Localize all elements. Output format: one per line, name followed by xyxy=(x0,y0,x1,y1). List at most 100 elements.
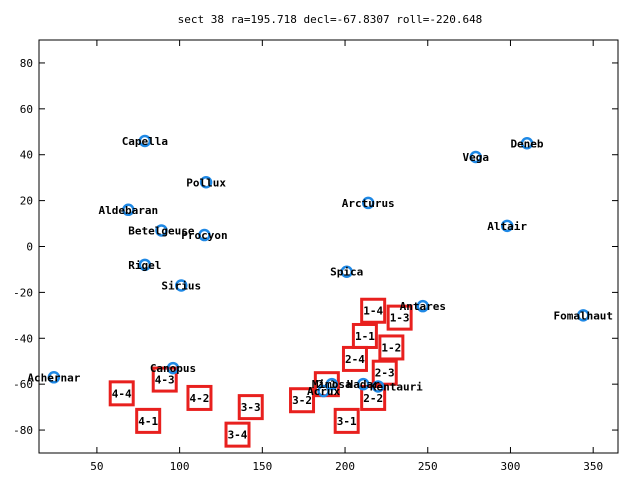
x-tick-label: 300 xyxy=(501,460,521,473)
star-label: Sirius xyxy=(161,280,201,293)
star-point xyxy=(469,150,482,164)
sector-rect xyxy=(378,334,405,361)
star-point xyxy=(317,384,330,398)
y-tick-label: -80 xyxy=(13,424,33,437)
star-point xyxy=(500,219,514,233)
star-label: Mimosa xyxy=(312,378,352,391)
chart-title: sect 38 ra=195.718 decl=-67.8307 roll=-2… xyxy=(178,13,483,26)
star-label: Spica xyxy=(330,266,363,279)
star-label: Deneb xyxy=(510,137,543,150)
sector-box: 4-4 xyxy=(108,380,135,407)
star-label: Altair xyxy=(487,220,527,233)
star-point xyxy=(155,224,168,237)
sector-label: 2-3 xyxy=(375,367,395,380)
sector-label: 1-1 xyxy=(355,330,375,343)
star-label: Acrux xyxy=(307,385,340,398)
sector-box: 3-1 xyxy=(333,407,360,434)
star-label: Capella xyxy=(122,135,168,148)
sector-label: 3-3 xyxy=(241,401,261,414)
star-point xyxy=(371,380,385,393)
star-label: Fomalhaut xyxy=(553,309,613,322)
star-label: Aldebaran xyxy=(99,204,159,217)
sector-box: 1-1 xyxy=(351,322,378,349)
sector-label: 4-2 xyxy=(190,392,210,405)
sector-box: 1-4 xyxy=(360,297,387,324)
x-tick-label: 250 xyxy=(418,460,438,473)
star-label: Rigel xyxy=(128,259,161,272)
sector-label: 1-4 xyxy=(363,305,383,318)
sector-rect xyxy=(371,359,398,386)
star-point xyxy=(325,377,339,391)
y-tick-label: -20 xyxy=(13,286,33,299)
x-tick-label: 100 xyxy=(170,460,190,473)
sector-box: 1-3 xyxy=(386,304,413,331)
star-point xyxy=(361,196,375,210)
star-point xyxy=(166,361,180,375)
sector-box: 3-3 xyxy=(237,394,264,421)
star-point xyxy=(47,371,61,384)
star-label: Pollux xyxy=(186,176,226,189)
star-label: Betelgeuse xyxy=(128,224,195,237)
star-label: Achernar xyxy=(27,371,80,384)
sector-label: 3-1 xyxy=(337,415,357,428)
sector-label: 1-3 xyxy=(390,312,410,325)
sector-rect xyxy=(386,304,413,331)
sector-box: 4-3 xyxy=(151,366,178,393)
sector-label: 4-3 xyxy=(155,374,175,387)
sector-rect xyxy=(186,384,213,411)
sector-label: 4-1 xyxy=(138,415,158,428)
star-point xyxy=(416,299,430,313)
y-tick-label: 60 xyxy=(20,103,33,116)
sector-box: 3-4 xyxy=(224,421,251,448)
sector-rect xyxy=(360,297,387,324)
star-point xyxy=(356,377,370,391)
sector-label: 3-2 xyxy=(292,394,312,407)
y-tick-label: -60 xyxy=(13,378,33,391)
star-label: Antares xyxy=(400,300,446,313)
star-point xyxy=(199,176,213,189)
star-label: Procyon xyxy=(181,229,227,242)
sector-box: 2-3 xyxy=(371,359,398,386)
star-point xyxy=(122,203,135,217)
x-tick-label: 200 xyxy=(335,460,355,473)
star-label: Kentauri xyxy=(370,380,423,393)
star-labels-layer: Capella Deneb Vega Pollux Arcturus Aldebaran A… xyxy=(27,135,613,398)
sector-label: 2-2 xyxy=(363,392,383,405)
y-tick-label: 40 xyxy=(20,149,33,162)
axis-ticks: 50 100 150 200 250 300 350 -80 -60 -40 -20 0 20 40 60 8… xyxy=(13,40,618,473)
sector-rect xyxy=(135,407,162,434)
sector-box: 1-2 xyxy=(378,334,405,361)
star-label: Vega xyxy=(462,151,489,164)
sector-rect xyxy=(224,421,251,448)
y-tick-label: 0 xyxy=(26,241,33,254)
sector-rect xyxy=(151,366,178,393)
y-tick-label: 20 xyxy=(20,195,33,208)
stars-layer xyxy=(47,134,590,398)
sector-label: 1-2 xyxy=(381,341,401,354)
sector-box: 4-2 xyxy=(186,384,213,411)
x-tick-label: 350 xyxy=(583,460,603,473)
sector-rect xyxy=(289,387,316,414)
star-point xyxy=(577,309,590,322)
sector-box: 3-2 xyxy=(289,387,316,414)
star-point xyxy=(198,228,211,242)
star-point xyxy=(138,258,152,272)
y-tick-label: -40 xyxy=(13,332,33,345)
sector-rect xyxy=(108,380,135,407)
sector-label: 4-4 xyxy=(112,387,132,400)
sector-label: 3-4 xyxy=(228,429,248,442)
star-point xyxy=(520,137,534,150)
star-label: Canopus xyxy=(150,362,196,375)
sector-rect xyxy=(333,407,360,434)
star-label: Arcturus xyxy=(342,197,395,210)
star-label: Hadar xyxy=(347,378,380,391)
sector-rect xyxy=(341,345,368,372)
x-tick-label: 50 xyxy=(90,460,103,473)
star-point xyxy=(138,134,152,148)
x-tick-label: 150 xyxy=(252,460,272,473)
sectors-layer: 1-41-31-11-22-42-34-3 2-14-4 4-2 3-2 2-23-34… xyxy=(108,297,413,448)
sector-box: 4-1 xyxy=(135,407,162,434)
sector-box: 2-4 xyxy=(341,345,368,372)
sector-rect xyxy=(237,394,264,421)
